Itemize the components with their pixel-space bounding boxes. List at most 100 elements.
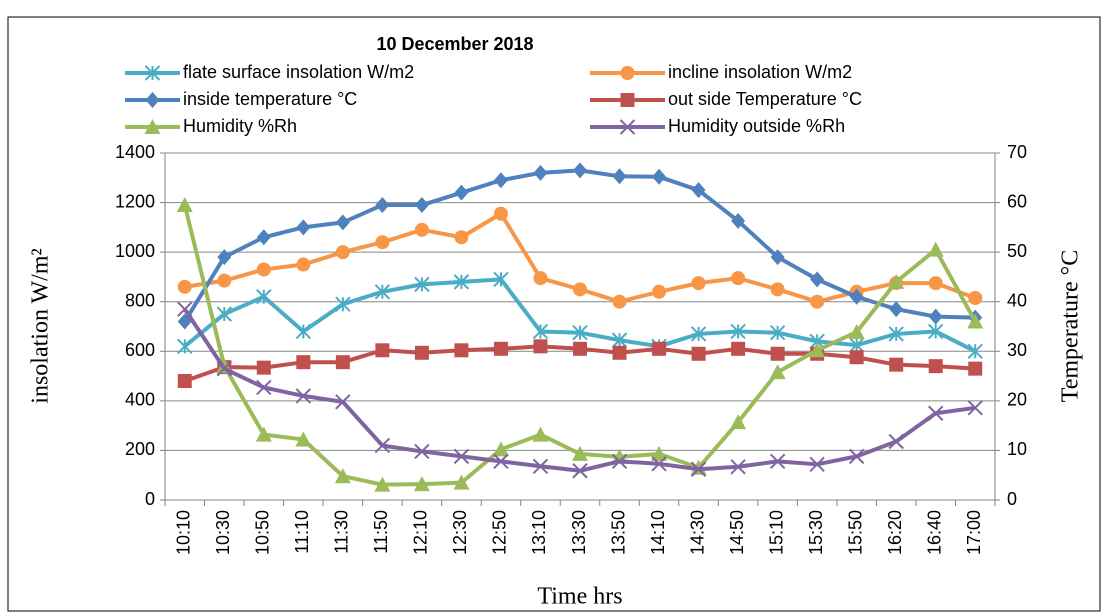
legend-label: inside temperature °C — [183, 89, 357, 109]
data-point — [730, 414, 747, 430]
chart-border — [7, 16, 1101, 612]
data-point — [927, 241, 944, 257]
data-point — [532, 458, 549, 474]
data-point — [769, 324, 786, 341]
data-point — [928, 276, 943, 291]
data-point — [849, 350, 864, 365]
data-point — [256, 379, 272, 396]
data-point — [612, 168, 627, 185]
data-point — [256, 229, 271, 246]
x-axis-title: Time hrs — [537, 584, 622, 610]
data-point — [770, 346, 785, 361]
y-tick-label: 600 — [125, 340, 155, 360]
data-point — [612, 294, 627, 309]
data-point — [573, 162, 587, 179]
data-point — [414, 197, 429, 214]
data-point — [492, 441, 509, 457]
data-point — [731, 212, 746, 229]
data-point — [374, 476, 391, 492]
legend-label: out side Temperature °C — [668, 89, 862, 109]
y2-tick-label: 20 — [1007, 390, 1027, 410]
y2-tick-label: 50 — [1007, 241, 1027, 261]
data-point — [572, 463, 588, 479]
legend-label: Humidity %Rh — [183, 116, 297, 136]
legend-marker — [620, 93, 635, 107]
data-point — [453, 448, 470, 465]
data-point — [493, 206, 508, 221]
x-tick-label: 10:50 — [253, 510, 273, 555]
data-point — [968, 290, 983, 305]
data-point — [730, 323, 746, 340]
data-point — [533, 339, 548, 354]
data-point — [296, 219, 311, 236]
data-point — [572, 324, 588, 341]
x-tick-label: 11:30 — [332, 510, 352, 554]
data-point — [454, 343, 469, 358]
data-point — [493, 453, 509, 470]
data-point — [691, 182, 706, 199]
data-point — [256, 289, 272, 305]
data-point — [690, 326, 707, 342]
data-point — [295, 388, 312, 404]
data-point — [690, 461, 707, 477]
legend-marker — [145, 92, 160, 108]
data-point — [176, 197, 193, 213]
data-point — [731, 341, 746, 356]
y-tick-label: 1000 — [115, 241, 155, 261]
y-tick-label: 400 — [125, 390, 155, 410]
y2-axis-title: Temperature °C — [1058, 250, 1084, 403]
legend-label: Humidity outside %Rh — [668, 116, 845, 136]
data-point — [375, 235, 390, 250]
x-tick-label: 15:50 — [845, 510, 865, 555]
data-point — [334, 468, 351, 484]
data-point — [928, 405, 944, 421]
data-point — [968, 361, 983, 376]
data-point — [216, 360, 232, 377]
data-point — [414, 443, 430, 460]
data-point — [928, 359, 943, 374]
x-tick-label: 11:10 — [292, 510, 312, 554]
y2-tick-label: 70 — [1007, 142, 1027, 162]
x-tick-label: 15:10 — [766, 510, 786, 555]
legend-marker — [619, 119, 636, 135]
data-point — [375, 343, 390, 358]
data-point — [217, 249, 232, 266]
y2-tick-label: 40 — [1007, 290, 1027, 310]
x-tick-label: 14:30 — [687, 510, 707, 555]
data-point — [967, 313, 984, 329]
data-point — [453, 474, 470, 490]
data-point — [256, 360, 271, 375]
data-point — [573, 341, 587, 356]
x-tick-label: 10:10 — [174, 510, 194, 555]
legend-marker — [144, 65, 161, 81]
data-point — [967, 400, 983, 416]
x-tick-label: 16:20 — [885, 510, 905, 555]
data-point — [770, 282, 785, 297]
data-point — [375, 197, 390, 214]
data-point — [573, 282, 587, 297]
data-point — [533, 271, 548, 286]
data-point — [809, 456, 825, 473]
data-point — [177, 374, 192, 389]
x-tick-label: 17:00 — [964, 510, 984, 555]
data-point — [769, 453, 786, 470]
data-point — [414, 345, 429, 360]
data-point — [296, 355, 311, 370]
y-tick-label: 1200 — [115, 191, 155, 211]
data-point — [414, 276, 430, 293]
data-point — [335, 296, 351, 312]
x-tick-label: 12:30 — [450, 510, 470, 555]
data-point — [454, 230, 469, 245]
data-point — [532, 426, 549, 442]
data-point — [611, 453, 628, 470]
data-point — [652, 284, 667, 299]
data-point — [651, 456, 667, 472]
data-point — [177, 338, 193, 355]
data-point — [691, 346, 706, 361]
data-point — [493, 271, 509, 288]
data-point — [848, 448, 865, 465]
data-point — [177, 301, 193, 317]
y2-tick-label: 0 — [1007, 489, 1017, 509]
data-point — [335, 355, 350, 370]
